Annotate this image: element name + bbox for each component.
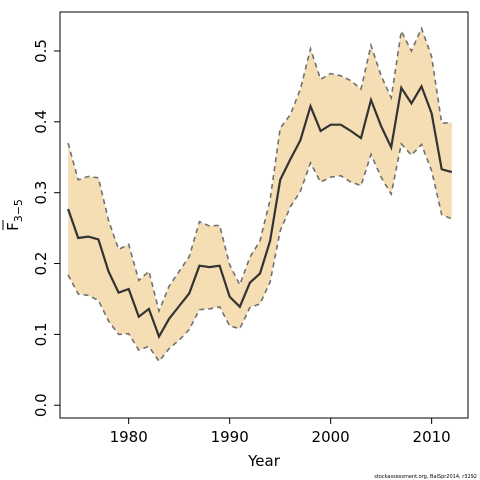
x-tick-label: 2000 — [312, 428, 350, 446]
y-axis-title-main: F — [4, 222, 22, 231]
y-tick-label: 0.1 — [32, 322, 50, 346]
estimate-line — [67, 83, 453, 340]
lower-bound-line — [67, 142, 453, 363]
y-axis: 0.0 0.1 0.2 0.3 0.4 0.5 — [32, 39, 60, 417]
credit-text: stockassessment.org, BalSpr2014, r3292 — [374, 474, 477, 480]
upper-bound-line — [67, 26, 452, 314]
x-tick-label: 1980 — [110, 428, 148, 446]
plot-area — [67, 26, 453, 363]
x-axis: 1980 1990 2000 2010 — [110, 418, 451, 446]
x-tick-label: 1990 — [211, 428, 249, 446]
x-tick-label: 2010 — [413, 428, 451, 446]
y-tick-label: 0.3 — [32, 181, 50, 205]
plot-frame — [59, 11, 469, 419]
y-tick-label: 0.0 — [32, 393, 50, 417]
x-axis-title: Year — [247, 452, 281, 470]
y-tick-label: 0.2 — [32, 252, 50, 276]
y-axis-title: F3−5 — [2, 199, 25, 231]
confidence-band — [68, 28, 452, 362]
y-tick-label: 0.5 — [32, 39, 50, 63]
y-axis-title-subscript: 3−5 — [12, 199, 25, 222]
y-tick-label: 0.4 — [32, 110, 50, 134]
svg-text:F3−5: F3−5 — [4, 199, 25, 231]
